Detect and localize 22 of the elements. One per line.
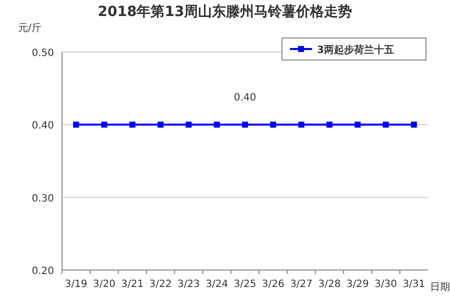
chart-title: 2018年第13周山东滕州马铃薯价格走势	[98, 3, 352, 20]
x-tick-label: 3/20	[92, 279, 116, 290]
x-tick-label: 3/22	[149, 279, 172, 290]
y-axis-title: 元/斤	[18, 22, 42, 34]
x-tick-label: 3/21	[121, 279, 144, 290]
y-tick-label: 0.30	[32, 193, 54, 204]
x-tick-label: 3/23	[177, 279, 200, 290]
x-tick-label: 3/24	[206, 279, 228, 290]
data-label: 0.40	[234, 92, 256, 104]
x-tick-label: 3/31	[402, 279, 426, 290]
x-tick-label: 3/27	[290, 279, 313, 290]
legend-label: 3两起步荷兰十五	[317, 44, 394, 56]
y-tick-label: 0.20	[32, 266, 54, 277]
x-tick-label: 3/28	[318, 279, 341, 290]
x-tick-label: 3/30	[374, 279, 398, 290]
x-tick-label: 3/19	[64, 279, 88, 290]
x-tick-label: 3/29	[346, 279, 369, 290]
y-tick-label: 0.40	[32, 120, 54, 132]
x-axis-title: 日期	[430, 281, 450, 293]
x-tick-label: 3/25	[234, 279, 256, 290]
x-tick-label: 3/26	[262, 279, 284, 290]
y-tick-label: 0.50	[32, 48, 54, 59]
